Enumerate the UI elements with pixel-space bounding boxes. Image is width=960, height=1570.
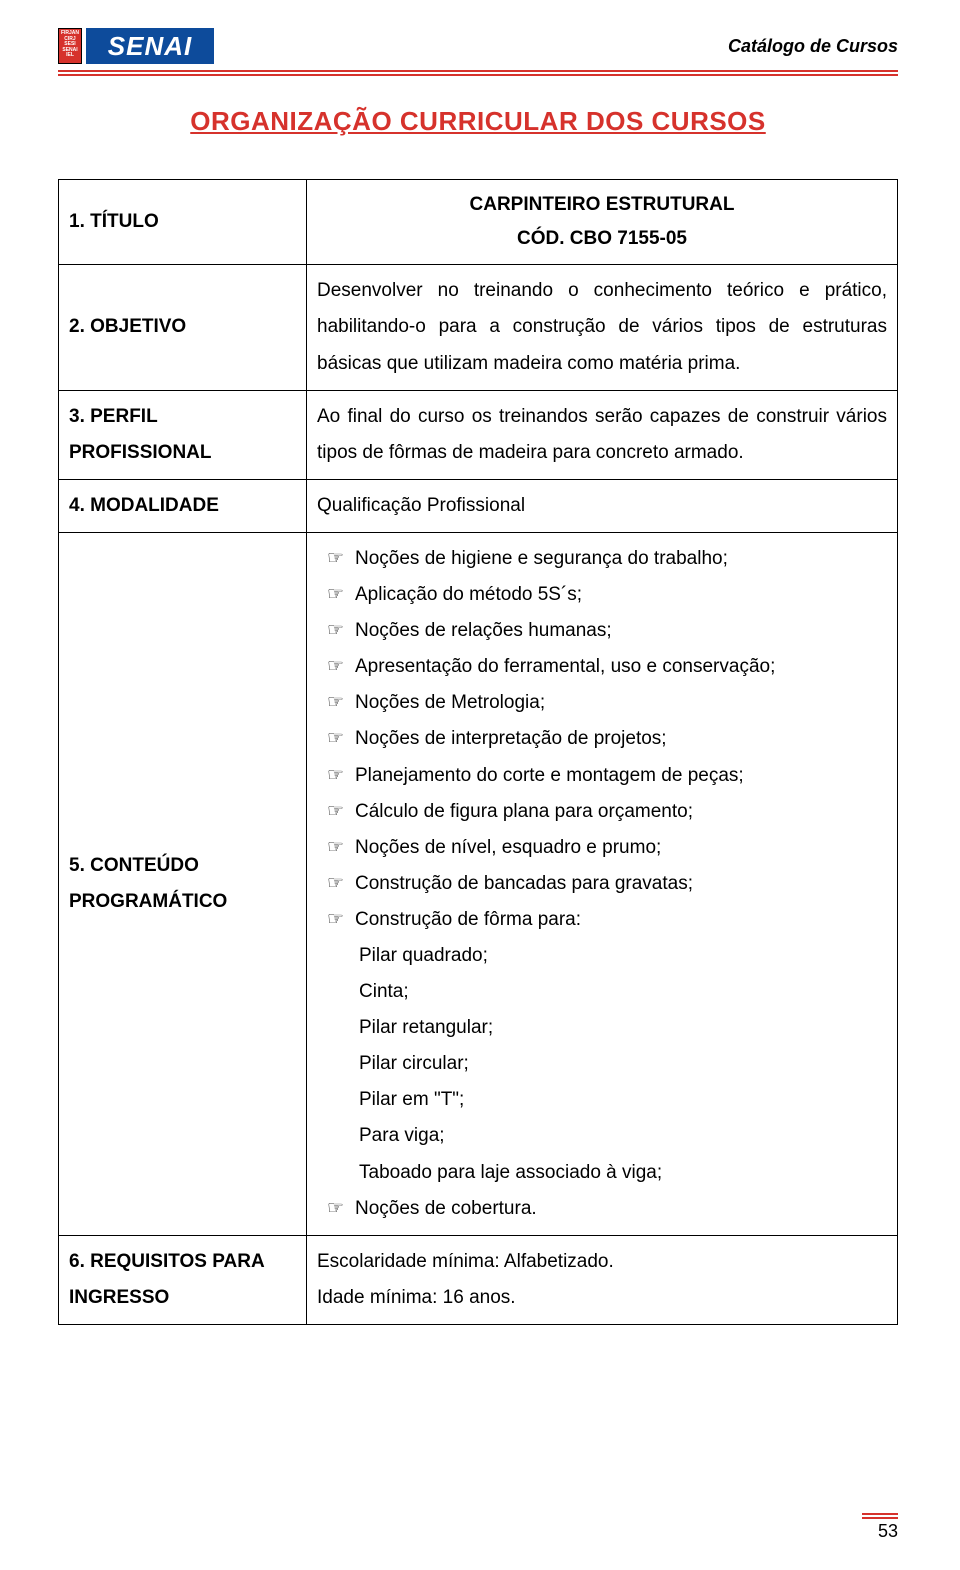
list-item-text: Planejamento do corte e montagem de peça… bbox=[355, 765, 744, 786]
row-content: ☞ Noções de higiene e segurança do trabal… bbox=[307, 532, 898, 1235]
list-item: ☞ Noções de interpretação de projetos; bbox=[317, 721, 887, 757]
row-label: 2. OBJETIVO bbox=[59, 265, 307, 390]
list-item-text: Noções de interpretação de projetos; bbox=[355, 728, 667, 749]
divider-line bbox=[58, 74, 898, 76]
bullet-icon: ☞ bbox=[327, 541, 344, 577]
list-item: ☞ Apresentação do ferramental, uso e cons… bbox=[317, 649, 887, 685]
course-title-line2: CÓD. CBO 7155-05 bbox=[317, 222, 887, 256]
row-content: CARPINTEIRO ESTRUTURAL CÓD. CBO 7155-05 bbox=[307, 180, 898, 265]
page-footer: 53 bbox=[862, 1513, 898, 1542]
list-item-text: Noções de nível, esquadro e prumo; bbox=[355, 837, 661, 858]
bullet-icon: ☞ bbox=[327, 577, 344, 613]
bullet-icon: ☞ bbox=[327, 866, 344, 902]
row-content: Qualificação Profissional bbox=[307, 479, 898, 532]
list-item-text: Noções de cobertura. bbox=[355, 1198, 537, 1219]
list-item-text: Apresentação do ferramental, uso e conse… bbox=[355, 656, 775, 677]
row-content: Escolaridade mínima: Alfabetizado. Idade… bbox=[307, 1235, 898, 1324]
bullet-icon: ☞ bbox=[327, 794, 344, 830]
bullet-icon: ☞ bbox=[327, 902, 344, 938]
row-label: 4. MODALIDADE bbox=[59, 479, 307, 532]
list-item: ☞ Noções de Metrologia; bbox=[317, 685, 887, 721]
list-item-text: Aplicação do método 5S´s; bbox=[355, 584, 582, 605]
divider-line bbox=[58, 70, 898, 72]
footer-line bbox=[862, 1513, 898, 1515]
list-item-text: Cálculo de figura plana para orçamento; bbox=[355, 801, 693, 822]
list-item: ☞ Planejamento do corte e montagem de peç… bbox=[317, 758, 887, 794]
table-row: 2. OBJETIVO Desenvolver no treinando o c… bbox=[59, 265, 898, 390]
page-number: 53 bbox=[862, 1521, 898, 1542]
list-item-text: Noções de higiene e segurança do trabalh… bbox=[355, 548, 728, 569]
sub-list-item: Pilar em "T"; bbox=[317, 1082, 887, 1118]
sub-list-item: Taboado para laje associado à viga; bbox=[317, 1155, 887, 1191]
logo: FIRJAN CIRJ SESI SENAI IEL SENAI bbox=[58, 28, 214, 64]
table-row: 5. CONTEÚDO PROGRAMÁTICO ☞ Noções de higi… bbox=[59, 532, 898, 1235]
bullet-icon: ☞ bbox=[327, 721, 344, 757]
row-content: Desenvolver no treinando o conhecimento … bbox=[307, 265, 898, 390]
list-item: ☞ Noções de higiene e segurança do trabal… bbox=[317, 541, 887, 577]
row-label: 3. PERFIL PROFISSIONAL bbox=[59, 390, 307, 479]
list-item-text: Noções de Metrologia; bbox=[355, 692, 545, 713]
bullet-icon: ☞ bbox=[327, 649, 344, 685]
sub-list: Pilar quadrado;Cinta;Pilar retangular;Pi… bbox=[317, 938, 887, 1191]
list-item-text: Construção de bancadas para gravatas; bbox=[355, 873, 693, 894]
sub-list-item: Para viga; bbox=[317, 1118, 887, 1154]
row-label: 1. TÍTULO bbox=[59, 180, 307, 265]
logo-word: SENAI bbox=[86, 28, 214, 64]
row-label: 5. CONTEÚDO PROGRAMÁTICO bbox=[59, 532, 307, 1235]
footer-line bbox=[862, 1517, 898, 1519]
list-item: ☞ Construção de fôrma para: bbox=[317, 902, 887, 938]
list-item-text: Construção de fôrma para: bbox=[355, 909, 581, 930]
requisito-line: Escolaridade mínima: Alfabetizado. bbox=[317, 1244, 887, 1280]
bullet-icon: ☞ bbox=[327, 758, 344, 794]
logo-tag: FIRJAN CIRJ SESI SENAI IEL bbox=[58, 28, 82, 64]
table-row: 1. TÍTULO CARPINTEIRO ESTRUTURAL CÓD. CB… bbox=[59, 180, 898, 265]
row-label: 6. REQUISITOS PARA INGRESSO bbox=[59, 1235, 307, 1324]
bullet-list: ☞ Noções de cobertura. bbox=[317, 1191, 887, 1227]
table-row: 3. PERFIL PROFISSIONAL Ao final do curso… bbox=[59, 390, 898, 479]
course-table: 1. TÍTULO CARPINTEIRO ESTRUTURAL CÓD. CB… bbox=[58, 179, 898, 1325]
bullet-icon: ☞ bbox=[327, 613, 344, 649]
header-subtitle: Catálogo de Cursos bbox=[728, 36, 898, 57]
table-row: 6. REQUISITOS PARA INGRESSO Escolaridade… bbox=[59, 1235, 898, 1324]
requisito-line: Idade mínima: 16 anos. bbox=[317, 1280, 887, 1316]
sub-list-item: Cinta; bbox=[317, 974, 887, 1010]
list-item: ☞ Noções de cobertura. bbox=[317, 1191, 887, 1227]
list-item: ☞ Aplicação do método 5S´s; bbox=[317, 577, 887, 613]
list-item-text: Noções de relações humanas; bbox=[355, 620, 612, 641]
list-item: ☞ Noções de relações humanas; bbox=[317, 613, 887, 649]
bullet-icon: ☞ bbox=[327, 1191, 344, 1227]
course-title-line1: CARPINTEIRO ESTRUTURAL bbox=[317, 188, 887, 222]
list-item: ☞ Cálculo de figura plana para orçamento; bbox=[317, 794, 887, 830]
bullet-list: ☞ Noções de higiene e segurança do trabal… bbox=[317, 541, 887, 938]
page-header: FIRJAN CIRJ SESI SENAI IEL SENAI Catálog… bbox=[58, 28, 898, 64]
row-content: Ao final do curso os treinandos serão ca… bbox=[307, 390, 898, 479]
page-title: ORGANIZAÇÃO CURRICULAR DOS CURSOS bbox=[58, 106, 898, 137]
bullet-icon: ☞ bbox=[327, 685, 344, 721]
table-row: 4. MODALIDADE Qualificação Profissional bbox=[59, 479, 898, 532]
sub-list-item: Pilar retangular; bbox=[317, 1010, 887, 1046]
list-item: ☞ Construção de bancadas para gravatas; bbox=[317, 866, 887, 902]
list-item: ☞ Noções de nível, esquadro e prumo; bbox=[317, 830, 887, 866]
sub-list-item: Pilar quadrado; bbox=[317, 938, 887, 974]
sub-list-item: Pilar circular; bbox=[317, 1046, 887, 1082]
bullet-icon: ☞ bbox=[327, 830, 344, 866]
